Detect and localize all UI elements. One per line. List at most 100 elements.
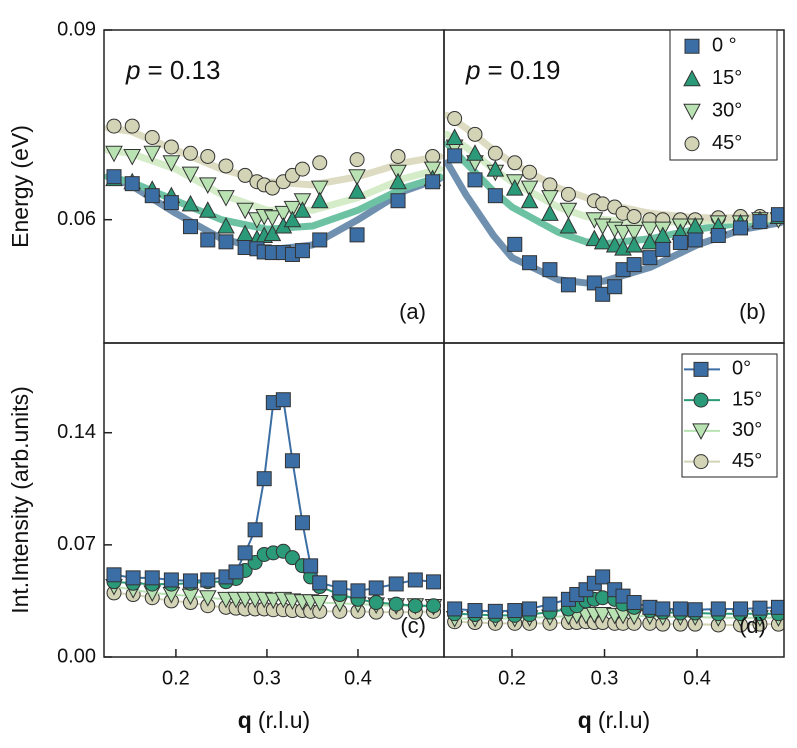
marker-triangle-up <box>445 128 464 145</box>
marker-triangle-up <box>283 210 302 228</box>
marker-triangle-down <box>310 595 329 612</box>
marker-square <box>752 214 768 230</box>
marker-square <box>733 220 749 236</box>
marker-triangle-down <box>105 145 123 163</box>
legend-label: 45° <box>712 132 742 154</box>
marker-square <box>200 572 216 588</box>
marker-circle <box>388 596 404 612</box>
panel-label: (c) <box>400 613 426 638</box>
marker-square <box>467 172 483 188</box>
x-tick-label: 0.4 <box>683 667 711 689</box>
marker-square <box>687 232 703 248</box>
y-axis-label: Energy (eV) <box>7 125 33 248</box>
marker-square <box>125 570 141 586</box>
marker-square <box>733 601 749 617</box>
marker-square <box>447 601 463 617</box>
marker-square <box>595 569 611 585</box>
marker-circle <box>294 161 310 177</box>
marker-square <box>626 595 642 611</box>
marker-square <box>312 232 328 248</box>
marker-square <box>672 234 688 250</box>
marker-triangle-up <box>310 191 329 209</box>
marker-square <box>642 250 658 266</box>
marker-triangle-up <box>348 182 366 199</box>
panel-frame <box>443 342 785 658</box>
marker-square <box>275 392 291 408</box>
plot-area <box>104 118 444 262</box>
marker-triangle-up <box>505 179 524 196</box>
marker-triangle-up <box>520 191 539 209</box>
legend-label: 15° <box>732 388 762 410</box>
marker-circle <box>312 155 328 171</box>
marker-square <box>487 603 503 619</box>
annotation: p = 0.13 <box>125 55 220 85</box>
marker-circle <box>426 598 442 614</box>
marker-circle <box>467 126 483 142</box>
marker-square <box>626 257 642 273</box>
marker-circle <box>693 392 709 408</box>
marker-square <box>144 188 160 204</box>
marker-square <box>163 195 179 211</box>
marker-triangle-up <box>293 201 312 218</box>
marker-triangle-down <box>198 590 217 607</box>
marker-square <box>586 275 602 291</box>
fit-curve <box>444 140 784 248</box>
marker-triangle-down <box>162 155 181 172</box>
x-tick-label: 0.3 <box>253 667 281 689</box>
marker-triangle-down <box>143 145 162 163</box>
annotation-text: = 0.13 <box>147 55 220 85</box>
legend-label: 15° <box>712 67 742 89</box>
marker-triangle-up <box>389 172 407 190</box>
marker-circle <box>560 186 576 202</box>
y-tick-label: 0.14 <box>57 421 96 443</box>
y-tick-label: 0.09 <box>57 18 96 40</box>
marker-triangle-down <box>310 180 329 198</box>
legend-label: 0° <box>732 358 751 380</box>
marker-square <box>256 471 272 487</box>
marker-square <box>522 255 538 271</box>
marker-triangle-down <box>641 221 659 239</box>
x-tick-label: 0.3 <box>591 667 619 689</box>
marker-square <box>687 602 703 618</box>
marker-circle <box>425 148 441 164</box>
marker-triangle-up <box>486 160 505 177</box>
marker-square <box>390 193 406 209</box>
marker-square <box>542 262 558 278</box>
marker-triangle-up <box>181 194 200 212</box>
marker-triangle-up <box>198 201 217 218</box>
marker-square <box>312 575 328 591</box>
marker-triangle-up <box>683 69 701 87</box>
panel-label: (a) <box>399 299 426 324</box>
y-tick-label: 0.00 <box>57 645 96 667</box>
marker-square <box>770 599 784 615</box>
marker-triangle-down <box>683 103 701 121</box>
marker-triangle-down <box>217 190 235 207</box>
marker-square <box>672 601 688 617</box>
marker-circle <box>349 152 365 168</box>
marker-square <box>332 580 348 596</box>
plot-area <box>444 111 784 302</box>
x-axis-symbol: q <box>238 707 252 733</box>
legend-label: 30° <box>732 419 762 441</box>
marker-triangle-up <box>625 235 643 253</box>
marker-triangle-up <box>593 232 612 250</box>
panel-label: (b) <box>739 299 766 324</box>
marker-triangle-down <box>541 190 559 207</box>
marker-circle <box>284 550 300 566</box>
marker-square <box>684 38 700 54</box>
marker-triangle-down <box>198 177 217 194</box>
marker-square <box>710 601 726 617</box>
x-axis-unit: (r.l.u) <box>598 707 650 733</box>
marker-triangle-down <box>123 148 142 166</box>
marker-square <box>388 576 404 592</box>
marker-triangle-up <box>217 216 235 234</box>
marker-circle <box>693 454 709 470</box>
marker-circle <box>124 118 140 134</box>
series-line <box>113 398 434 592</box>
marker-circle <box>390 148 406 164</box>
marker-triangle-down <box>559 202 578 220</box>
marker-circle <box>507 155 523 171</box>
marker-circle <box>626 209 642 225</box>
marker-square <box>284 453 300 469</box>
